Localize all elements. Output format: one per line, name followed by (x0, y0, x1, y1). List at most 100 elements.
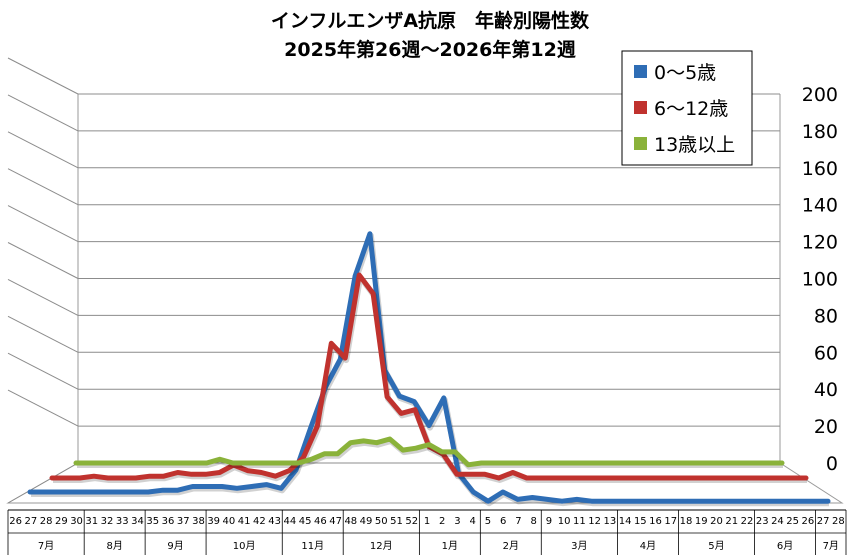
month-label: 5月 (708, 540, 724, 552)
legend-label: 13歳以上 (654, 134, 735, 156)
x-tick-label: 5 (485, 516, 491, 527)
x-tick-label: 22 (741, 516, 754, 527)
legend-swatch (634, 65, 647, 78)
x-tick-label: 35 (146, 516, 159, 527)
legend-label: 0～5歳 (654, 62, 716, 84)
x-tick-label: 48 (344, 516, 357, 527)
y-tick-label: 160 (802, 158, 838, 180)
gridline-side (7, 278, 79, 316)
x-tick-label: 27 (817, 516, 830, 527)
x-tick-label: 30 (70, 516, 83, 527)
x-tick-label: 39 (207, 516, 220, 527)
x-tick-label: 36 (162, 516, 175, 527)
month-label: 11月 (301, 540, 324, 552)
month-label: 8月 (106, 540, 122, 552)
y-tick-label: 40 (814, 379, 838, 401)
x-tick-label: 45 (299, 516, 312, 527)
x-axis: 26 27 28 29 30 31 32 33 34 35 36 37 38 39 40 41 42 43 44 45… (7, 509, 847, 555)
month-label: 2月 (503, 540, 519, 552)
y-tick-label: 100 (802, 269, 838, 291)
month-label: 6月 (777, 540, 793, 552)
x-tick-label: 37 (177, 516, 190, 527)
x-tick-label: 47 (329, 516, 342, 527)
month-label: 4月 (640, 540, 656, 552)
x-tick-label: 50 (375, 516, 388, 527)
y-axis: 0 20 40 60 80 100 120 140 160 180 200 (802, 84, 838, 475)
x-tick-label: 49 (360, 516, 373, 527)
month-label: 12月 (370, 540, 393, 552)
y-tick-label: 20 (814, 416, 838, 438)
gridline-side (7, 462, 79, 504)
x-tick-label: 3 (454, 516, 460, 527)
x-tick-label: 7 (515, 516, 521, 527)
x-tick-label: 40 (223, 516, 236, 527)
x-tick-label: 41 (238, 516, 251, 527)
month-label: 7月 (38, 540, 54, 552)
x-tick-label: 27 (24, 516, 37, 527)
legend: 0～5歳 6～12歳 13歳以上 (621, 50, 753, 166)
series-line (27, 231, 831, 504)
x-tick-label: 12 (588, 516, 601, 527)
x-tick-label: 26 (9, 516, 22, 527)
x-tick-label: 2 (439, 516, 445, 527)
x-tick-label: 51 (390, 516, 403, 527)
gridline-side (7, 352, 79, 390)
gridline-side (7, 389, 79, 427)
x-tick-label: 1 (424, 516, 430, 527)
x-tick-label: 52 (405, 516, 418, 527)
month-label: 1月 (442, 540, 458, 552)
x-tick-label: 16 (649, 516, 662, 527)
y-tick-label: 140 (802, 195, 838, 217)
x-tick-label: 38 (192, 516, 205, 527)
x-tick-label: 44 (284, 516, 297, 527)
x-tick-label: 46 (314, 516, 327, 527)
gridline-side (7, 242, 79, 279)
x-tick-label: 34 (131, 516, 144, 527)
series-line (73, 436, 785, 468)
gridline-side (7, 57, 79, 95)
chart-subtitle: 2025年第26週～2026年第12週 (284, 38, 576, 61)
x-tick-label: 15 (634, 516, 647, 527)
gridline-side (7, 94, 79, 132)
x-tick-label: 19 (695, 516, 708, 527)
x-tick-label: 11 (573, 516, 586, 527)
month-label: 10月 (233, 540, 256, 552)
x-tick-label: 43 (268, 516, 281, 527)
gridline-side (7, 205, 79, 243)
month-label: 3月 (571, 540, 587, 552)
y-tick-label: 120 (802, 232, 838, 254)
x-tick-label: 23 (756, 516, 769, 527)
x-tick-label: 14 (619, 516, 632, 527)
x-tick-label: 18 (680, 516, 693, 527)
x-tick-label: 32 (101, 516, 114, 527)
x-tick-label: 29 (55, 516, 68, 527)
x-tick-label: 9 (546, 516, 552, 527)
x-tick-label: 20 (710, 516, 723, 527)
x-tick-label: 26 (802, 516, 815, 527)
x-tick-label: 10 (558, 516, 571, 527)
x-tick-label: 13 (603, 516, 616, 527)
x-tick-label: 8 (530, 516, 536, 527)
y-tick-label: 180 (802, 121, 838, 143)
x-tick-label: 4 (470, 516, 476, 527)
x-tick-label: 28 (832, 516, 845, 527)
y-tick-label: 0 (826, 453, 838, 475)
month-label: 7月 (823, 540, 839, 552)
gridline-side (7, 315, 79, 353)
x-tick-label: 28 (40, 516, 53, 527)
x-tick-label: 6 (500, 516, 506, 527)
y-tick-label: 200 (802, 84, 838, 106)
legend-swatch (634, 101, 647, 114)
x-tick-label: 33 (116, 516, 129, 527)
x-tick-label: 24 (771, 516, 784, 527)
x-tick-label: 21 (725, 516, 738, 527)
legend-swatch (634, 137, 647, 150)
x-tick-label: 42 (253, 516, 266, 527)
month-label: 9月 (167, 540, 183, 552)
y-tick-label: 80 (814, 305, 838, 327)
legend-label: 6～12歳 (654, 98, 728, 120)
y-tick-label: 60 (814, 342, 838, 364)
gridline-side (7, 168, 79, 206)
chart-title: インフルエンザA抗原 年齢別陽性数 (271, 9, 590, 32)
